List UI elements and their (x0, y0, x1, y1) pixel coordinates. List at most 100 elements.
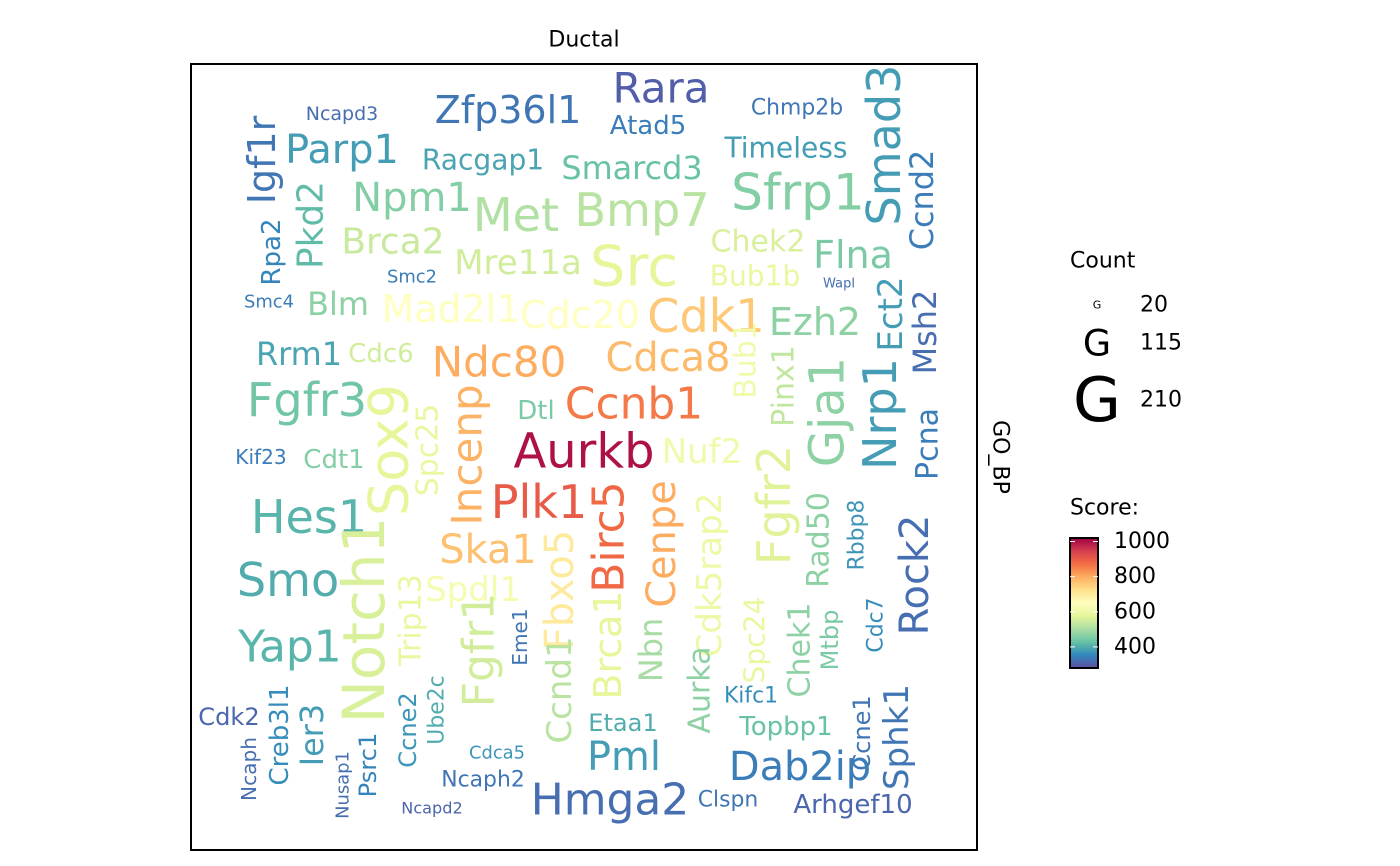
word: Blm (307, 285, 369, 323)
word: Mre11a (454, 243, 582, 283)
word: Smc4 (244, 292, 294, 313)
word: Trip13 (394, 574, 429, 667)
panel-border (190, 63, 978, 851)
word: Ezh2 (769, 300, 861, 344)
word: Smo (237, 553, 339, 607)
word: Ncaph2 (441, 768, 525, 793)
word: Spc25 (411, 404, 446, 497)
word: Ncapd2 (401, 799, 462, 818)
word: Fbxo5 (537, 530, 583, 650)
word: Kifc1 (724, 684, 778, 709)
word: Bmp7 (574, 183, 709, 237)
word: Dtl (517, 396, 554, 426)
word: Pkd2 (291, 181, 332, 269)
word: Spdl1 (425, 570, 521, 610)
word: Chmp2b (751, 96, 843, 121)
word: Aurka (683, 646, 718, 733)
word: Fgfr1 (454, 593, 505, 708)
word: Cdt1 (303, 445, 364, 475)
word: Ncaph (237, 737, 261, 801)
word: Kif23 (235, 445, 286, 469)
word: Cdc6 (348, 339, 414, 369)
word: Hes1 (251, 490, 367, 544)
word: Sfrp1 (731, 163, 865, 222)
word: Chek2 (711, 225, 806, 260)
word: Sox9 (358, 384, 421, 516)
word: Ccne2 (394, 692, 422, 768)
word: Nusap1 (333, 751, 354, 819)
size-tick-label: 20 (1140, 293, 1168, 318)
word: Parp1 (285, 127, 399, 173)
word: Mad2l1 (381, 287, 520, 331)
word: Smc2 (387, 267, 437, 288)
word: Brca1 (586, 590, 630, 699)
word: Sphk1 (877, 684, 917, 790)
word: Gja1 (801, 357, 856, 467)
word: Yap1 (237, 622, 341, 673)
word: Npm1 (352, 175, 471, 221)
word: Brca2 (341, 222, 444, 263)
word: Etaa1 (588, 709, 658, 737)
size-tick-label: 210 (1140, 388, 1182, 413)
word: Racgap1 (422, 144, 544, 177)
word: Cdk1 (647, 289, 764, 343)
word: Rara (612, 64, 709, 113)
word: Ndc80 (432, 338, 567, 387)
size-tick-label: 115 (1140, 331, 1182, 356)
word: Aurkb (514, 425, 655, 480)
word: Ncapd3 (306, 103, 379, 125)
word: Ube2c (425, 675, 450, 744)
word: Rpa2 (257, 218, 287, 285)
word: Birc5 (584, 481, 635, 592)
word: Met (473, 188, 559, 242)
word: Atad5 (610, 111, 687, 141)
word: Chek1 (783, 603, 818, 698)
word: Wapl (823, 277, 855, 292)
word: Fgfr2 (747, 445, 801, 565)
word: Incenp (443, 384, 492, 525)
word: Spc24 (739, 597, 772, 684)
word: Zfp36l1 (435, 88, 582, 132)
word: Psrc1 (354, 733, 382, 798)
colorbar-tick-label: 400 (1114, 634, 1156, 659)
word: Src (590, 235, 678, 300)
word: Pcna (911, 408, 946, 480)
word: Hmga2 (531, 775, 689, 826)
word: Ccnd1 (540, 636, 580, 743)
word: Ccnb1 (565, 379, 703, 430)
word: Smad3 (857, 65, 911, 226)
word: Cdk2 (198, 703, 259, 731)
word: Pml (587, 734, 661, 780)
word: Nrp1 (853, 358, 907, 470)
word: Igf1r (240, 115, 284, 204)
word: Rrm1 (256, 335, 342, 373)
word: Nbn (632, 618, 670, 682)
word: Mtbp (816, 610, 844, 671)
word: Cdc7 (864, 597, 889, 652)
word: Fgfr3 (247, 373, 367, 427)
word: Rock2 (892, 515, 938, 636)
word: Arhgef10 (793, 790, 912, 820)
word: Ccnd2 (903, 150, 941, 251)
word: Smarcd3 (561, 149, 702, 187)
facet-label: GO_BP (988, 420, 1013, 494)
colorbar-tick-label: 1000 (1114, 529, 1170, 554)
word: Cdca5 (469, 743, 525, 764)
word: Nuf2 (662, 432, 743, 472)
word: Rad50 (802, 492, 837, 588)
word: Ect2 (871, 276, 911, 351)
size-key: G (1093, 299, 1102, 312)
word: Ccne1 (848, 695, 876, 771)
word: Cenpe (639, 480, 685, 608)
word: Creb3l1 (265, 684, 295, 785)
word: Eme1 (508, 608, 532, 665)
word: Bub1 (729, 321, 764, 399)
word: Plk1 (491, 475, 588, 529)
word: Cdk5rap2 (690, 493, 730, 658)
word: Dab2ip (729, 744, 871, 790)
word: Flna (813, 233, 893, 277)
word: Cdc20 (520, 293, 640, 337)
size-key: G (1073, 364, 1121, 436)
word: Ier3 (293, 704, 331, 766)
word: Notch1 (330, 517, 398, 724)
